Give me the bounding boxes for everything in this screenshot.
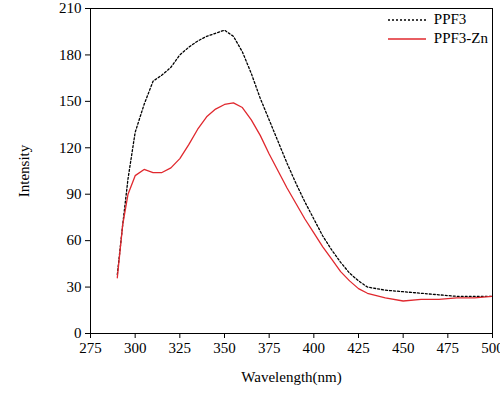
svg-text:425: 425	[347, 340, 370, 356]
svg-text:325: 325	[169, 340, 192, 356]
svg-text:Wavelength(nm): Wavelength(nm)	[241, 369, 341, 386]
html-text:PPF3: PPF3	[433, 11, 467, 27]
svg-text:275: 275	[79, 340, 102, 356]
html-text:PPF3-Zn: PPF3-Zn	[433, 30, 488, 46]
svg-text:60: 60	[67, 232, 82, 248]
svg-text:180: 180	[59, 47, 82, 63]
svg-text:500: 500	[481, 340, 500, 356]
svg-text:210: 210	[59, 0, 82, 16]
svg-text:Intensity: Intensity	[16, 144, 32, 197]
svg-text:300: 300	[124, 340, 147, 356]
svg-text:450: 450	[392, 340, 415, 356]
svg-text:400: 400	[303, 340, 326, 356]
svg-text:120: 120	[59, 140, 82, 156]
svg-text:30: 30	[67, 279, 82, 295]
svg-text:0: 0	[74, 325, 82, 341]
svg-text:350: 350	[213, 340, 236, 356]
svg-text:150: 150	[59, 93, 82, 109]
svg-text:90: 90	[67, 186, 82, 202]
svg-text:375: 375	[258, 340, 281, 356]
svg-text:475: 475	[437, 340, 460, 356]
